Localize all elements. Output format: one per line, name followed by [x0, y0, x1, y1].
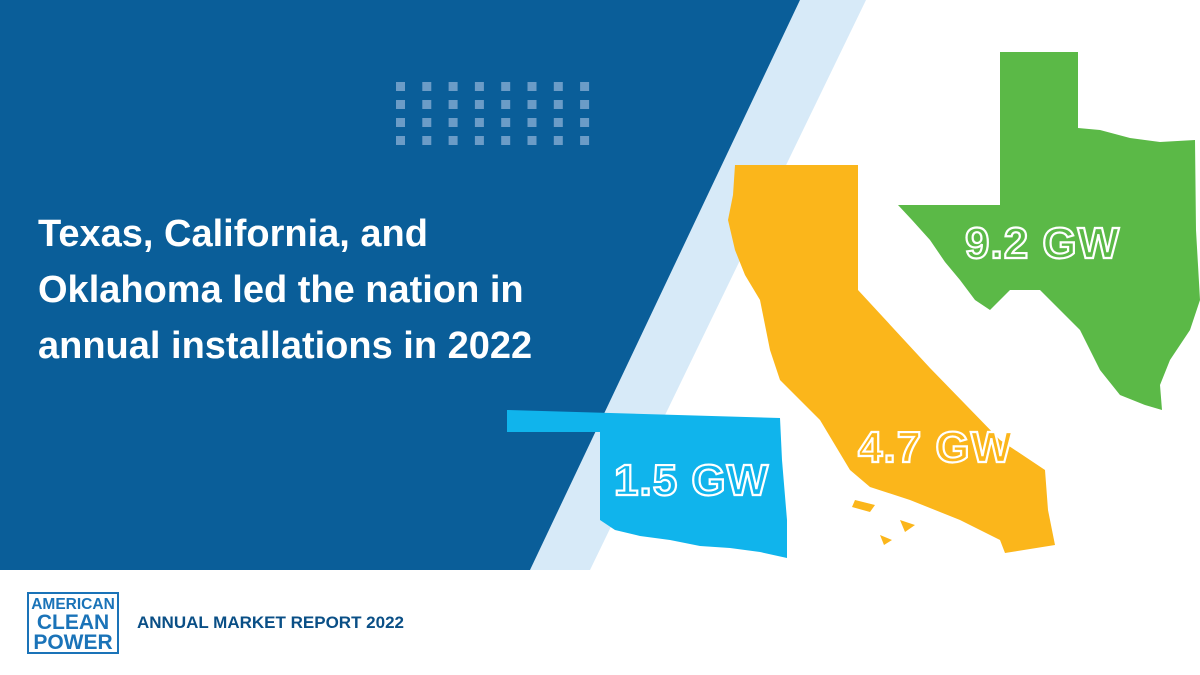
logo-text: AMERICAN [31, 596, 115, 613]
dot [501, 118, 511, 127]
dot [501, 82, 511, 91]
dot [474, 118, 484, 127]
headline-line: Texas, California, and [38, 213, 428, 255]
logo-box [27, 592, 119, 654]
headline-line: Oklahoma led the nation in [38, 269, 524, 311]
channel-islands [852, 500, 915, 545]
state-label: 1.5 GW [614, 456, 769, 505]
dot [501, 100, 511, 109]
state-label: 4.7 GW [858, 423, 1013, 472]
dot [501, 136, 511, 145]
dot [527, 118, 537, 127]
blue-panel [0, 0, 800, 570]
dot [448, 118, 458, 127]
dot [553, 118, 563, 127]
dot-grid [396, 82, 590, 145]
texas-shape [898, 52, 1200, 410]
logo-text: POWER [33, 631, 112, 654]
state-label: 9.2 GW [965, 219, 1120, 268]
dot [580, 82, 590, 91]
dot [580, 118, 590, 127]
dot [553, 136, 563, 145]
dot [396, 82, 405, 91]
dot [448, 136, 458, 145]
dot [422, 100, 432, 109]
dot [553, 100, 563, 109]
dot [527, 100, 537, 109]
dot [527, 82, 537, 91]
dot [422, 118, 432, 127]
dot [396, 100, 405, 109]
logo-text: CLEAN [37, 611, 109, 634]
dot [580, 100, 590, 109]
dot [396, 136, 405, 145]
dot [422, 136, 432, 145]
dot [474, 136, 484, 145]
california-shape [728, 165, 1055, 553]
headline-line: annual installations in 2022 [38, 325, 532, 367]
dot [474, 82, 484, 91]
dot [553, 82, 563, 91]
report-title: ANNUAL MARKET REPORT 2022 [137, 613, 404, 632]
dot [396, 118, 405, 127]
dot [422, 82, 432, 91]
dot [580, 136, 590, 145]
dot [448, 82, 458, 91]
dot [527, 136, 537, 145]
oklahoma-shape [507, 410, 787, 558]
dot [474, 100, 484, 109]
dot [448, 100, 458, 109]
